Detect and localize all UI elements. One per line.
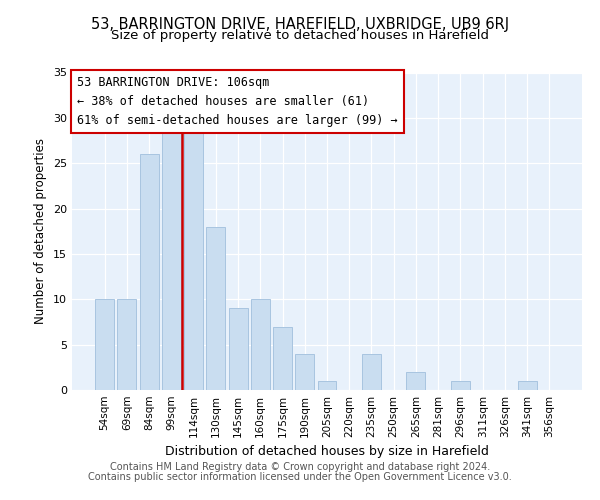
Bar [140,154,158,390]
Text: 53, BARRINGTON DRIVE, HAREFIELD, UXBRIDGE, UB9 6RJ: 53, BARRINGTON DRIVE, HAREFIELD, UXBRIDG… [91,18,509,32]
Bar [206,226,225,390]
Bar [162,127,181,390]
Bar [406,372,425,390]
Bar [95,300,114,390]
Text: 53 BARRINGTON DRIVE: 106sqm
← 38% of detached houses are smaller (61)
61% of sem: 53 BARRINGTON DRIVE: 106sqm ← 38% of det… [77,76,398,126]
Text: Contains public sector information licensed under the Open Government Licence v3: Contains public sector information licen… [88,472,512,482]
Bar [518,381,536,390]
Bar [362,354,381,390]
Y-axis label: Number of detached properties: Number of detached properties [34,138,47,324]
Bar [251,300,270,390]
Bar [184,127,203,390]
Bar [118,300,136,390]
Bar [273,326,292,390]
Bar [229,308,248,390]
Bar [295,354,314,390]
Bar [451,381,470,390]
Text: Size of property relative to detached houses in Harefield: Size of property relative to detached ho… [111,28,489,42]
Text: Contains HM Land Registry data © Crown copyright and database right 2024.: Contains HM Land Registry data © Crown c… [110,462,490,472]
Bar [317,381,337,390]
X-axis label: Distribution of detached houses by size in Harefield: Distribution of detached houses by size … [165,446,489,458]
